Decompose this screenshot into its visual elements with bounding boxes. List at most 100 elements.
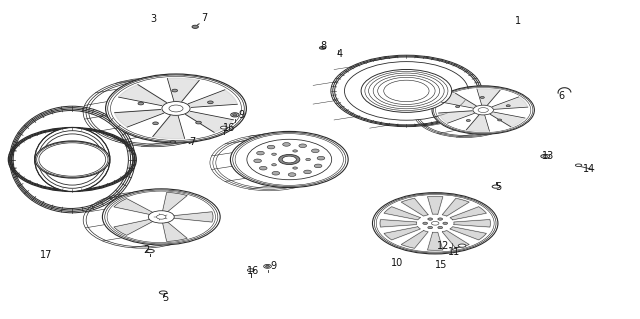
Ellipse shape [292,150,298,152]
Polygon shape [172,212,213,222]
Ellipse shape [257,151,264,155]
Ellipse shape [220,126,228,129]
Polygon shape [138,78,174,102]
Polygon shape [484,114,511,131]
Ellipse shape [541,154,550,158]
Text: 15: 15 [435,260,448,271]
Ellipse shape [147,249,154,253]
Ellipse shape [344,62,468,120]
Ellipse shape [312,149,319,152]
Polygon shape [467,115,490,131]
Ellipse shape [282,156,296,163]
Polygon shape [153,115,184,139]
Polygon shape [448,113,479,130]
Polygon shape [114,219,154,235]
Ellipse shape [192,25,198,28]
Ellipse shape [497,119,502,121]
Ellipse shape [106,74,246,143]
Polygon shape [384,227,420,240]
Text: 5: 5 [162,293,168,303]
Text: 2: 2 [143,245,149,256]
Ellipse shape [283,143,291,146]
Ellipse shape [272,171,280,175]
Text: 9: 9 [239,110,245,120]
Polygon shape [401,198,428,216]
Polygon shape [163,192,187,212]
Ellipse shape [268,145,275,149]
Text: 10: 10 [390,258,403,268]
Polygon shape [488,90,518,107]
Ellipse shape [35,128,110,191]
Ellipse shape [153,122,158,125]
Text: 11: 11 [448,247,461,257]
Polygon shape [450,227,486,240]
Ellipse shape [304,170,311,174]
Ellipse shape [292,167,298,169]
Ellipse shape [259,167,267,170]
Ellipse shape [306,158,310,161]
Polygon shape [163,221,187,241]
Ellipse shape [299,144,307,148]
Ellipse shape [102,189,220,245]
Ellipse shape [443,222,447,225]
Ellipse shape [456,106,460,108]
Ellipse shape [157,215,166,219]
Ellipse shape [480,96,484,99]
Polygon shape [384,207,420,220]
Polygon shape [450,207,486,220]
Polygon shape [188,90,237,108]
Text: 16: 16 [246,265,259,276]
Ellipse shape [247,269,255,272]
Polygon shape [438,102,473,113]
Polygon shape [492,97,528,109]
Polygon shape [454,219,490,227]
Ellipse shape [172,89,177,92]
Ellipse shape [266,265,269,267]
Text: 17: 17 [40,250,52,260]
Ellipse shape [458,244,466,247]
Text: 6: 6 [559,91,565,101]
Polygon shape [401,231,428,248]
Ellipse shape [138,102,143,105]
Polygon shape [490,112,525,127]
Polygon shape [127,113,170,137]
Polygon shape [118,85,166,106]
Polygon shape [442,231,469,248]
Ellipse shape [319,47,326,49]
Text: 5: 5 [495,182,501,192]
Ellipse shape [288,173,296,176]
Ellipse shape [432,86,534,134]
Ellipse shape [506,105,510,107]
Polygon shape [380,219,417,227]
Ellipse shape [317,156,324,160]
Ellipse shape [361,70,452,112]
Ellipse shape [278,154,300,165]
Ellipse shape [264,264,271,268]
Text: 9: 9 [271,261,277,271]
Text: 14: 14 [582,164,595,174]
Ellipse shape [35,141,109,178]
Text: 8: 8 [320,41,326,51]
Polygon shape [190,104,238,120]
Polygon shape [115,109,164,127]
Text: 7: 7 [189,137,195,147]
Ellipse shape [438,218,443,220]
Ellipse shape [428,218,433,220]
Ellipse shape [314,164,322,168]
Polygon shape [428,233,443,250]
Ellipse shape [438,226,443,229]
Ellipse shape [467,120,470,122]
Polygon shape [442,93,476,108]
Polygon shape [182,80,225,104]
Ellipse shape [148,211,174,223]
Ellipse shape [377,195,493,252]
Text: 16: 16 [223,123,236,133]
Ellipse shape [254,159,261,163]
Text: 13: 13 [541,151,554,161]
Ellipse shape [231,113,239,117]
Text: 12: 12 [436,241,449,251]
Polygon shape [114,198,154,215]
Polygon shape [114,97,162,113]
Ellipse shape [423,222,428,225]
Ellipse shape [431,221,439,225]
